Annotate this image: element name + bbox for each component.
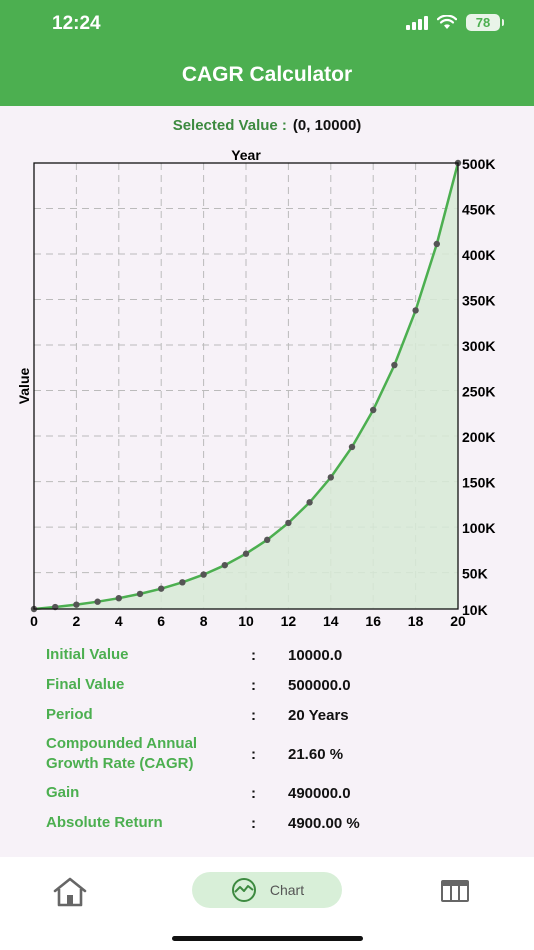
battery-icon: 78 [466, 14, 504, 31]
result-label: Compounded Annual Growth Rate (CAGR) [46, 735, 198, 772]
result-row: Final Value: 500000.0 [46, 670, 496, 700]
x-tick-label: 2 [73, 613, 81, 629]
app-header: 12:24 78 CAGR Calculator [0, 0, 534, 106]
x-tick-label: 6 [157, 613, 165, 629]
result-value: 500000.0 [288, 676, 351, 694]
data-point[interactable] [115, 594, 123, 602]
y-tick-label: 10K [462, 602, 488, 618]
data-point[interactable] [158, 585, 165, 592]
result-value: 20 Years [288, 706, 349, 724]
result-label: Absolute Return [46, 814, 163, 831]
result-row: Compounded Annual Growth Rate (CAGR): 21.… [46, 730, 496, 778]
data-point[interactable] [179, 579, 186, 586]
table-icon[interactable] [440, 879, 470, 903]
result-colon: : [251, 676, 256, 694]
x-tick-label: 10 [238, 613, 254, 629]
status-icons: 78 [406, 14, 504, 31]
data-point[interactable] [136, 590, 144, 598]
data-point[interactable] [242, 550, 250, 557]
nav-chart-button[interactable]: Chart [192, 872, 342, 908]
result-value: 4900.00 % [288, 814, 360, 832]
cellular-signal-icon [406, 15, 428, 30]
chart-area-fill [34, 163, 458, 609]
selected-value: Selected Value : (0, 10000) [0, 117, 534, 134]
chart-icon [231, 878, 256, 902]
y-tick-label: 100K [462, 520, 495, 536]
data-point[interactable] [285, 519, 292, 527]
y-tick-label: 300K [462, 338, 495, 354]
selected-value-text: (0, 10000) [292, 117, 362, 134]
result-row: Gain: 490000.0 [46, 778, 496, 808]
data-point[interactable] [94, 598, 101, 605]
y-tick-label: 450K [462, 202, 495, 218]
selected-value-label: Selected Value : [172, 117, 287, 134]
data-point[interactable] [391, 361, 398, 369]
data-point[interactable] [348, 443, 356, 451]
result-row: Absolute Return: 4900.00 % [46, 808, 496, 838]
data-point[interactable] [73, 601, 80, 608]
data-point[interactable] [200, 571, 207, 578]
wifi-icon [437, 15, 457, 29]
result-colon: : [251, 784, 256, 802]
x-tick-label: 4 [115, 613, 123, 629]
result-colon: : [251, 745, 256, 763]
chart-title: Year [231, 147, 261, 163]
data-point[interactable] [412, 307, 419, 314]
result-row: Period: 20 Years [46, 700, 496, 730]
y-tick-label: 200K [462, 429, 495, 445]
data-point[interactable] [327, 474, 334, 481]
status-time: 12:24 [52, 13, 101, 34]
y-tick-label: 150K [462, 475, 495, 491]
data-point[interactable] [433, 240, 440, 248]
result-value: 21.60 % [288, 745, 344, 763]
x-tick-label: 14 [323, 613, 339, 629]
home-indicator [172, 936, 363, 941]
result-label: Initial Value [46, 646, 129, 663]
result-colon: : [251, 706, 256, 724]
x-tick-label: 16 [365, 613, 381, 629]
nav-chart-label: Chart [269, 882, 305, 898]
cagr-chart[interactable]: Year Value 0 2 4 6 8 10 12 14 16 18 20 10K 50K 100K 1… [0, 140, 534, 635]
results-panel: Initial Value: 10000.0 Final Value: 500000.… [46, 640, 496, 838]
page-title: CAGR Calculator [181, 63, 353, 86]
data-point[interactable] [306, 499, 313, 506]
y-tick-label: 50K [462, 566, 488, 582]
result-value: 10000.0 [288, 646, 343, 664]
data-point[interactable] [264, 536, 271, 544]
x-tick-label: 12 [281, 613, 297, 629]
y-tick-label: 250K [462, 384, 495, 400]
x-tick-label: 18 [408, 613, 424, 629]
result-row: Initial Value: 10000.0 [46, 640, 496, 670]
data-point[interactable] [221, 561, 228, 569]
y-axis-label: Value [16, 368, 32, 405]
result-colon: : [251, 646, 256, 664]
result-label: Period [46, 706, 93, 723]
x-tick-label: 8 [200, 613, 208, 629]
result-label: Gain [46, 784, 80, 801]
y-tick-label: 350K [462, 293, 495, 309]
data-point[interactable] [370, 406, 377, 414]
y-tick-label: 500K [462, 156, 495, 172]
x-tick-label: 20 [450, 613, 466, 629]
plot-frame [33, 162, 459, 610]
bottom-nav: Chart [0, 857, 534, 950]
result-value: 490000.0 [288, 784, 351, 802]
result-colon: : [251, 814, 256, 832]
x-tick-label: 0 [30, 613, 38, 629]
result-label: Final Value [46, 676, 125, 693]
y-tick-label: 400K [462, 247, 495, 263]
home-icon[interactable] [52, 877, 88, 907]
